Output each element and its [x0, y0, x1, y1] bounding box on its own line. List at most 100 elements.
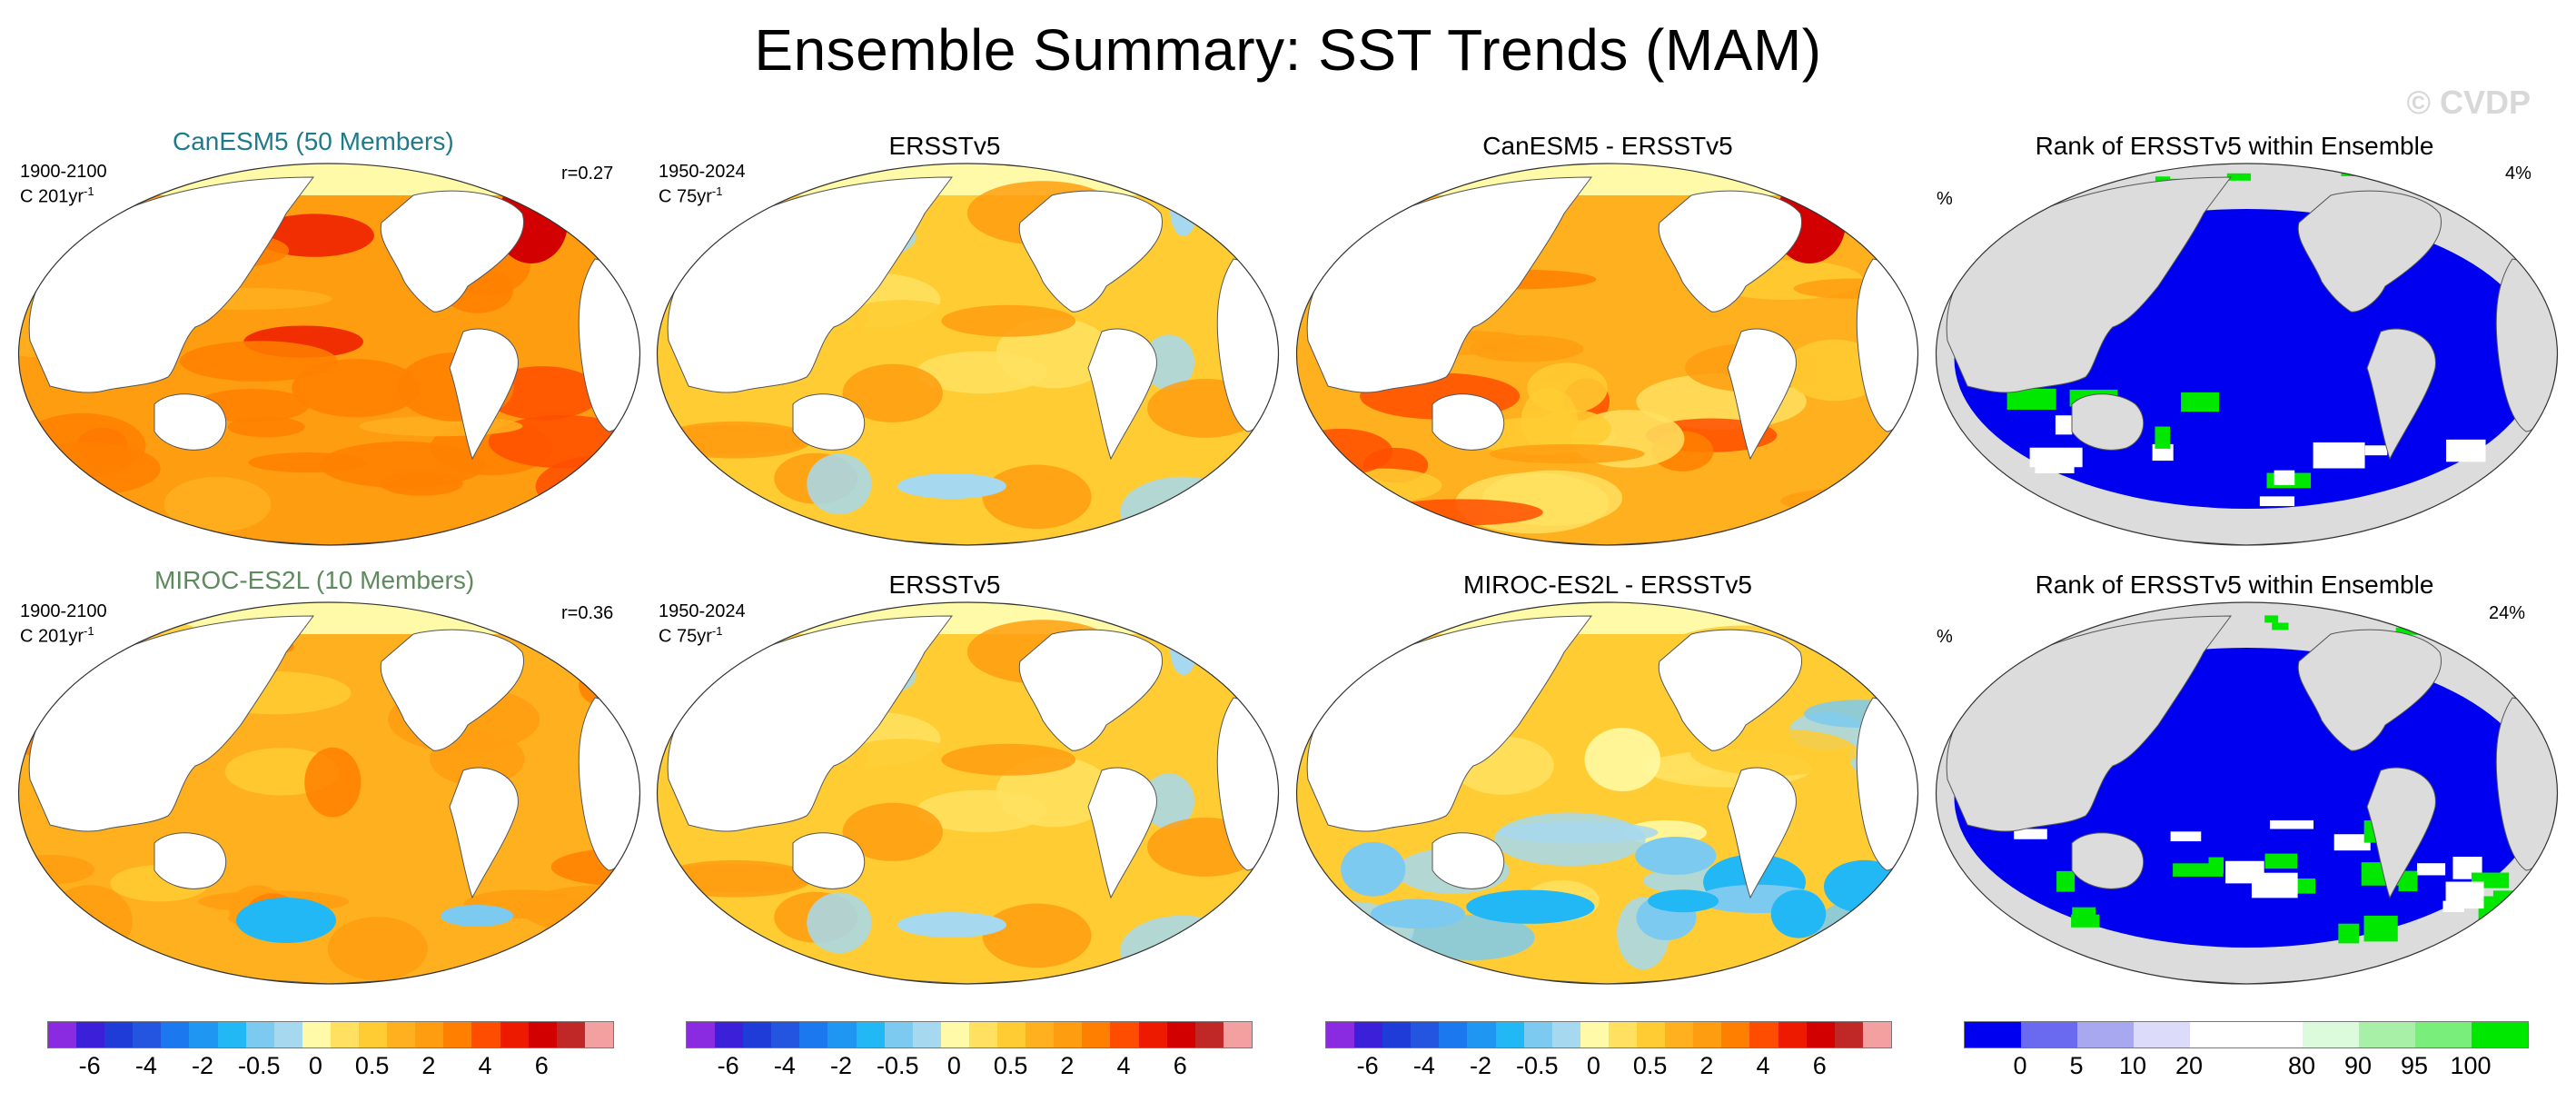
sst-contour: [1489, 443, 1645, 464]
trend-colorbar-2-swatch: [912, 1022, 941, 1047]
trend-colorbar-2-tick-label: -6: [717, 1052, 739, 1079]
row1-model-period-text: 1900-2100: [20, 162, 107, 182]
rank-patch: [2072, 907, 2096, 923]
rank-colorbar-tick-label: 100: [2450, 1052, 2492, 1079]
trend-colorbar-3-swatch: [1411, 1022, 1440, 1047]
sst-contour: [292, 359, 421, 418]
trend-colorbar-2-tick-label: -2: [830, 1052, 853, 1079]
sst-contour: [807, 892, 872, 954]
trend-colorbar-1-tick-label: 4: [478, 1052, 492, 1079]
trend-colorbar-1-swatch: [245, 1022, 274, 1047]
trend-colorbar-3-swatch: [1862, 1022, 1891, 1047]
land-southAmerica: [449, 767, 519, 899]
colorbar-trend-1: [47, 1021, 614, 1048]
row1-model-title: CanESM5 (50 Members): [173, 127, 454, 156]
land-northAmerica: [1018, 190, 1164, 313]
map-outline: [656, 601, 1280, 985]
trend-colorbar-2-tick-label: -0.5: [876, 1052, 919, 1079]
trend-colorbar-3-swatch: [1665, 1022, 1694, 1047]
sst-contour: [1120, 476, 1246, 545]
land-southAmerica: [2366, 328, 2436, 461]
figure-title: Ensemble Summary: SST Trends (MAM): [754, 17, 1822, 83]
trend-colorbar-2-tick-label: 0: [946, 1052, 961, 1079]
rank-colorbar-tick-label: 10: [2118, 1052, 2147, 1079]
trend-colorbar-3-swatch: [1637, 1022, 1666, 1047]
rank-colorbar-swatch: [2077, 1022, 2134, 1047]
rank-patch: [2364, 445, 2388, 456]
trend-colorbar-2-tick-label: -4: [773, 1052, 796, 1079]
rank-patch: [2056, 870, 2076, 892]
map-outline: [1935, 601, 2559, 985]
map-rank-row1: [1935, 163, 2559, 546]
sst-contour: [1120, 915, 1246, 984]
map-outline: [1935, 163, 2559, 546]
land-australia: [792, 393, 866, 451]
trend-colorbar-1-tick-label: -2: [192, 1052, 214, 1079]
rank-patch-arctic: [2155, 176, 2171, 184]
rank-patch: [2417, 863, 2446, 876]
trend-colorbar-1-swatch: [443, 1022, 472, 1047]
row2-obs-period: 1950-2024 C 75yr-1: [659, 601, 746, 647]
trend-colorbar-1-tick-label: 0: [308, 1052, 322, 1079]
map-ersst-trend-row2: [656, 601, 1280, 985]
sst-contour: [1190, 485, 1279, 524]
trend-colorbar-3-swatch: [1721, 1022, 1750, 1047]
sst-contour: [46, 885, 133, 958]
row1-model-units-text: C 201yr: [20, 186, 84, 207]
row1-model-title-text: CanESM5 (50 Members): [173, 127, 454, 155]
sst-contour: [1498, 821, 1659, 844]
trend-colorbar-2-swatch: [687, 1022, 716, 1047]
arctic-band: [1296, 164, 1918, 195]
rank-patch: [2029, 447, 2083, 468]
trend-colorbar-2-swatch: [1082, 1022, 1111, 1047]
trend-colorbar-1-tick-label: -4: [134, 1052, 157, 1079]
trend-colorbar-2-swatch: [940, 1022, 969, 1047]
cooling-contour: [441, 905, 513, 927]
rank-patch-arctic: [2415, 626, 2436, 634]
trend-colorbar-3-swatch: [1467, 1022, 1496, 1047]
trend-colorbar-3-swatch: [1326, 1022, 1355, 1047]
land-australia: [1432, 393, 1505, 451]
trend-colorbar-1-tick-label: 0.5: [354, 1052, 390, 1079]
trend-colorbar-3-swatch: [1551, 1022, 1580, 1047]
trend-colorbar-3-swatch: [1806, 1022, 1835, 1047]
trend-colorbar-1-swatch: [584, 1022, 613, 1047]
rank-patch: [2445, 881, 2484, 909]
trend-colorbar-3-swatch: [1439, 1022, 1468, 1047]
trend-colorbar-3-swatch: [1495, 1022, 1524, 1047]
land-australia: [154, 393, 227, 451]
sst-contour: [807, 453, 872, 515]
rank-patch: [2014, 829, 2047, 839]
rank-colorbar-tick-label: 90: [2343, 1052, 2373, 1079]
row1-diff-title: CanESM5 - ERSSTv5: [1482, 132, 1733, 160]
colorbar-rank: [1964, 1021, 2529, 1048]
rank-patch: [2333, 834, 2371, 851]
rank-patch-arctic: [2272, 622, 2289, 630]
trend-colorbar-1-swatch: [273, 1022, 302, 1047]
trend-colorbar-1-swatch: [359, 1022, 388, 1047]
sst-contour: [163, 476, 272, 532]
trend-colorbar-2-swatch: [856, 1022, 885, 1047]
rank-colorbar-swatch: [2021, 1022, 2077, 1047]
cooling-contour: [897, 912, 1006, 938]
row2-model-period: 1900-2100 C 201yr-1: [20, 601, 107, 647]
row1-rank-unit: %: [1937, 189, 1953, 209]
trend-colorbar-2-tick-label: 0.5: [993, 1052, 1028, 1079]
trend-colorbar-1-tick-label: 2: [421, 1052, 436, 1079]
sst-contour: [1377, 499, 1543, 526]
rank-patch: [2155, 426, 2171, 449]
rank-patch: [2264, 853, 2298, 869]
sst-contour: [18, 442, 161, 495]
row2-pattern-corr: r=0.36: [561, 603, 614, 623]
row1-obs-units-text: C 75yr: [659, 186, 712, 207]
land-northAmerica: [1658, 629, 1803, 751]
sst-contour: [179, 341, 338, 382]
trend-colorbar-3-swatch: [1749, 1022, 1778, 1047]
row2-model-units-text: C 201yr: [20, 626, 84, 647]
arctic-band: [657, 602, 1279, 634]
map-outline: [1295, 601, 1919, 985]
rank-colorbar-swatch: [2415, 1022, 2472, 1047]
land-australia: [792, 832, 866, 889]
trend-colorbar-2-tick-label: 2: [1060, 1052, 1075, 1079]
row1-rank-title: Rank of ERSSTv5 within Ensemble: [2035, 132, 2434, 160]
